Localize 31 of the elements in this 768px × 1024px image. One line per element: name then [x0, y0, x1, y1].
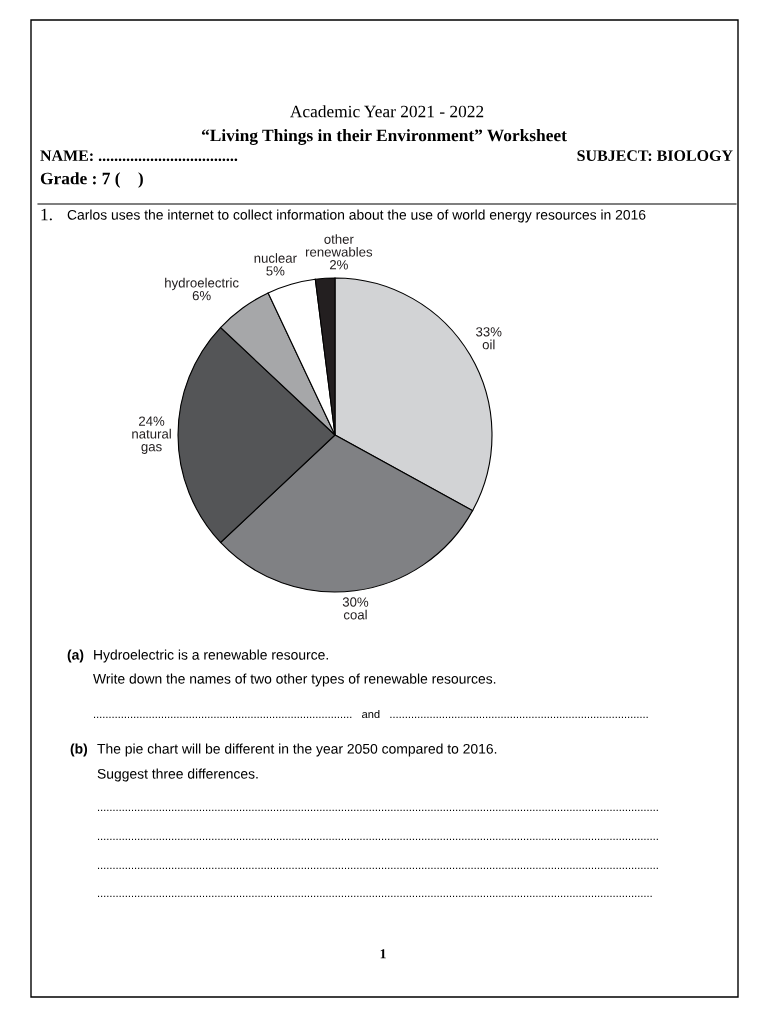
text: Suggest three differences.: [97, 768, 258, 782]
text: Academic Year 2021 - 2022: [290, 105, 484, 118]
slice-label: hydroelectric: [165, 277, 239, 291]
text: ......................................................................................................................................................................................: [98, 809, 658, 811]
text: (a): [67, 649, 84, 663]
text: NAME: ...................................: [40, 150, 238, 162]
text: 1.: [41, 208, 52, 221]
slice-label: nuclear: [254, 253, 297, 263]
slice-label: oil: [482, 339, 495, 350]
text: ......................................................................................................................................................................................: [98, 867, 658, 869]
text: (b): [70, 743, 88, 757]
chart-title: Carlos uses the internet to collect information about the use of world energy resources in 2016: [67, 209, 646, 223]
data-label: 2%: [329, 260, 348, 270]
text: Hydroelectric is a renewable resource.: [94, 649, 328, 663]
text: ......................................................................................................................................................................................: [98, 838, 658, 840]
slice-label: coal: [343, 609, 367, 620]
slice-label: other renewables: [305, 234, 373, 257]
data-label: 30%: [342, 597, 369, 607]
text: SUBJECT: BIOLOGY: [577, 150, 733, 162]
text: The pie chart will be different in the year 2050 compared to 2016.: [97, 743, 497, 757]
text: Write down the names of two other types of renewable resources.: [93, 673, 496, 687]
data-label: 33%: [476, 327, 502, 337]
text: 1: [380, 949, 386, 959]
slice-label: natural gas: [132, 428, 171, 454]
text: ....................................................................................................................................................................................: [98, 895, 652, 897]
data-label: 5%: [266, 266, 285, 276]
data-label: 6%: [192, 290, 211, 301]
data-label: 24%: [139, 416, 165, 426]
text: Grade : 7 ( ): [40, 172, 143, 188]
text: “Living Things in their Environment” Worksheet: [201, 129, 567, 145]
text: .................................................................................... and ....................................................................................: [94, 709, 648, 719]
